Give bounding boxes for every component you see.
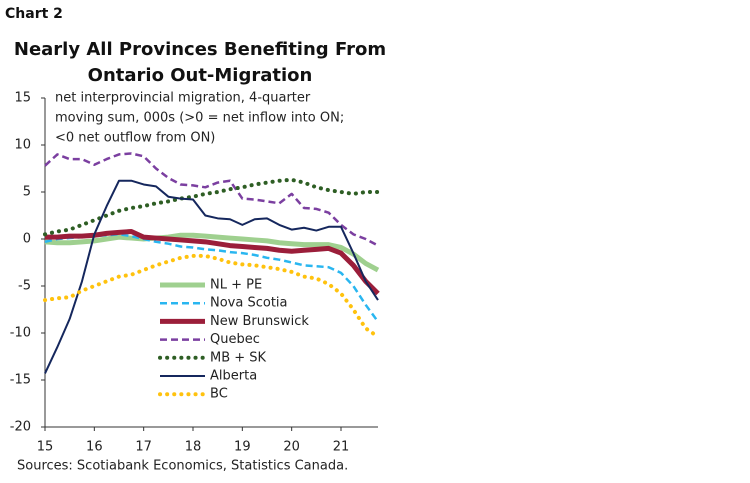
y-tick-label: -10 (10, 326, 31, 341)
legend-label: NL + PE (210, 278, 262, 293)
chart-title: Ontario Out-Migration (88, 65, 313, 86)
source: Sources: Scotiabank Economics, Statistic… (17, 459, 348, 474)
series-line (45, 228, 380, 296)
y-tick-label: -20 (10, 420, 31, 435)
series-line (44, 179, 379, 374)
legend-label: MB + SK (210, 350, 267, 365)
legend-label: Quebec (210, 332, 260, 347)
x-tick-label: 18 (185, 440, 202, 455)
y-tick-label: 10 (14, 138, 31, 153)
legend-label: Nova Scotia (210, 296, 288, 311)
annotation: net interprovincial migration, 4-quarter (55, 91, 311, 106)
legend-label: Alberta (210, 369, 257, 384)
legend-label: New Brunswick (210, 314, 309, 329)
x-tick-label: 15 (37, 440, 54, 455)
x-tick-label: 16 (86, 440, 103, 455)
chart-title: Nearly All Provinces Benefiting From (14, 39, 386, 60)
series-line (43, 253, 380, 339)
y-tick-label: 15 (14, 91, 31, 106)
x-tick-label: 21 (333, 440, 350, 455)
annotation: moving sum, 000s (>0 = net inflow into O… (55, 111, 344, 126)
y-tick-label: -15 (10, 373, 31, 388)
annotation: <0 net outflow from ON) (55, 131, 215, 146)
x-tick-label: 19 (234, 440, 251, 455)
y-tick-label: -5 (18, 279, 31, 294)
x-tick-label: 17 (135, 440, 152, 455)
series-line (44, 232, 380, 273)
y-tick-label: 0 (23, 232, 31, 247)
y-tick-label: 5 (23, 185, 31, 200)
legend-label: BC (210, 387, 228, 402)
x-tick-label: 20 (283, 440, 300, 455)
chart-label: Chart 2 (5, 6, 63, 22)
